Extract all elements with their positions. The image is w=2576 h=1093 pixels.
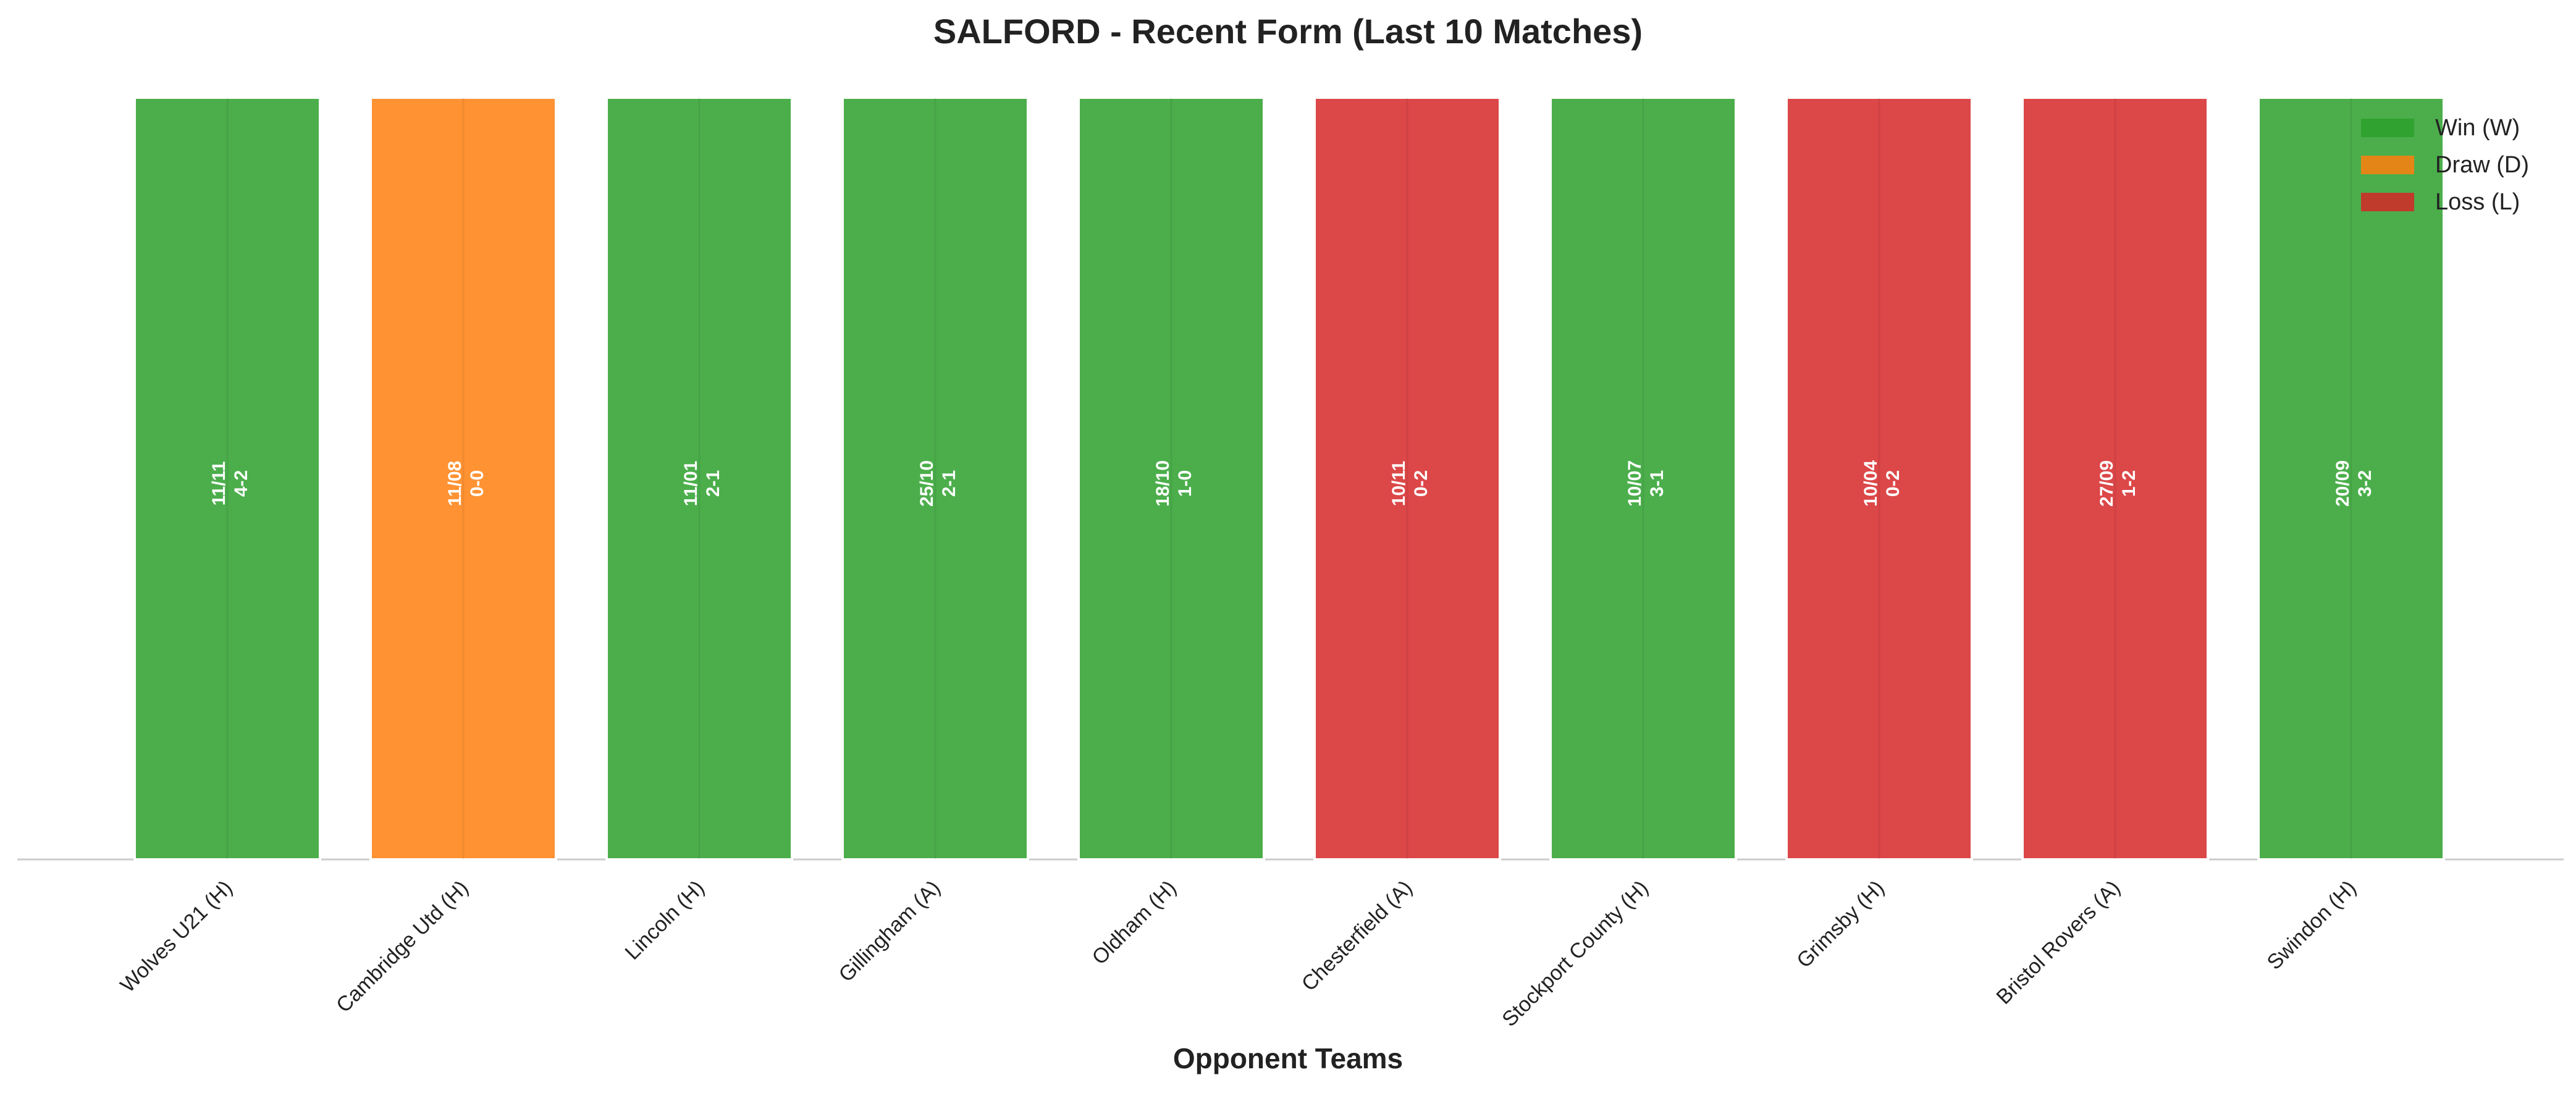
x-tick-label: Oldham (H) — [1088, 876, 1181, 969]
bar-label-date: 25/10 — [917, 460, 937, 507]
bar-label-date: 20/09 — [2333, 460, 2353, 507]
legend: Win (W) Draw (D) Loss (L) — [2361, 115, 2529, 215]
bars-layer: 11/11 4-2 11/08 0-0 11/01 2-1 25/10 2-1 18/10 1-0… — [17, 96, 2564, 861]
bar-label: 10/07 3-1 — [1625, 460, 1667, 507]
x-tick-label: Cambridge Utd (H) — [332, 876, 473, 1018]
bar-label-date: 18/10 — [1153, 460, 1173, 507]
x-tick-label: Lincoln (H) — [621, 876, 709, 964]
legend-swatch-d — [2361, 156, 2414, 174]
bar-label-date: 11/11 — [209, 462, 229, 506]
bar-label: 20/09 3-2 — [2333, 460, 2375, 507]
bar-label-score: 2-1 — [703, 470, 723, 497]
bar-label: 11/11 4-2 — [209, 462, 251, 506]
legend-label-w: Win (W) — [2435, 115, 2520, 141]
legend-label-d: Draw (D) — [2435, 152, 2529, 178]
x-tick-label: Wolves U21 (H) — [116, 876, 237, 997]
x-tick-label: Bristol Rovers (A) — [1992, 876, 2124, 1009]
x-tick-label: Chesterfield (A) — [1297, 876, 1417, 996]
result-bar — [605, 96, 793, 861]
result-bar — [1785, 96, 1973, 861]
x-tick-label: Stockport County (H) — [1497, 876, 1652, 1031]
chart-title: SALFORD - Recent Form (Last 10 Matches) — [933, 12, 1643, 51]
result-bar — [2021, 96, 2209, 861]
bar-label-date: 10/07 — [1625, 460, 1645, 507]
bar-label-date: 11/01 — [681, 461, 701, 506]
bar-label-date: 11/08 — [445, 461, 465, 506]
result-bar — [369, 96, 557, 861]
bar-label: 11/01 2-1 — [681, 461, 723, 506]
bar-label-date: 27/09 — [2097, 460, 2117, 507]
bar-label-score: 1-0 — [1175, 470, 1195, 497]
bar-label: 25/10 2-1 — [917, 460, 959, 507]
bar-label-score: 4-2 — [231, 470, 251, 497]
bar-label: 11/08 0-0 — [445, 461, 487, 506]
bar-label-date: 10/04 — [1861, 460, 1881, 507]
bar-label: 10/11 0-2 — [1389, 461, 1431, 506]
bar-label-score: 0-0 — [467, 470, 487, 497]
bar-label: 27/09 1-2 — [2097, 460, 2139, 507]
x-tick-label: Swindon (H) — [2263, 876, 2361, 974]
result-bar — [2257, 96, 2445, 861]
bar-label: 10/04 0-2 — [1861, 460, 1903, 507]
legend-swatch-l — [2361, 193, 2414, 211]
x-tick-labels: Wolves U21 (H) Cambridge Utd (H) Lincoln (… — [116, 876, 2361, 1031]
bar-label-score: 0-2 — [1883, 470, 1903, 497]
x-tick-label: Grimsby (H) — [1792, 876, 1888, 973]
bar-label-score: 3-2 — [2355, 470, 2375, 497]
legend-swatch-w — [2361, 119, 2414, 137]
x-axis-label: Opponent Teams — [1172, 1042, 1404, 1074]
x-tick-label: Gillingham (A) — [834, 876, 945, 987]
result-bar — [841, 96, 1029, 861]
bar-label-score: 3-1 — [1647, 470, 1667, 497]
result-bar — [1549, 96, 1737, 861]
bar-label: 18/10 1-0 — [1153, 460, 1195, 507]
result-bar — [1313, 96, 1501, 861]
bar-label-score: 0-2 — [1411, 470, 1431, 497]
legend-label-l: Loss (L) — [2435, 189, 2520, 215]
bar-label-score: 2-1 — [939, 470, 959, 497]
bar-label-date: 10/11 — [1389, 461, 1409, 506]
result-bar — [1077, 96, 1265, 861]
result-bar — [133, 96, 321, 861]
bar-label-score: 1-2 — [2119, 470, 2139, 497]
